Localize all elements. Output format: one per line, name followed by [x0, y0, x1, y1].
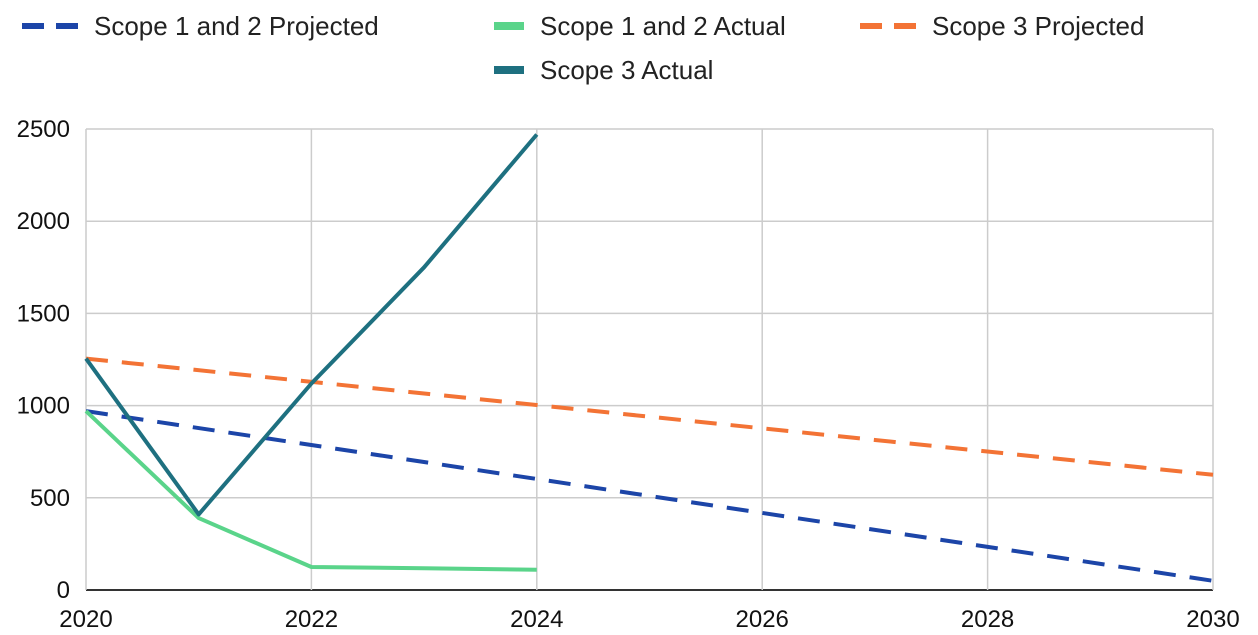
- y-tick-label: 2000: [17, 208, 70, 235]
- x-axis-ticks: 2020 2022 2024 2026 2028 2030: [59, 606, 1239, 633]
- y-tick-label: 0: [57, 577, 70, 604]
- x-tick-label: 2024: [510, 606, 563, 633]
- legend-item-scope-1-and-2-projected: Scope 1 and 2 Projected: [22, 11, 379, 41]
- grid: [85, 128, 1214, 591]
- legend-label: Scope 1 and 2 Projected: [94, 11, 379, 41]
- legend-item-scope-3-projected: Scope 3 Projected: [860, 11, 1144, 41]
- legend: Scope 1 and 2 Projected Scope 1 and 2 Act…: [22, 11, 1144, 85]
- series-line-scope-1-and-2-actual: [84, 409, 537, 572]
- legend-item-scope-1-and-2-actual: Scope 1 and 2 Actual: [494, 11, 786, 41]
- y-tick-label: 1000: [17, 393, 70, 420]
- x-tick-label: 2028: [961, 606, 1014, 633]
- legend-item-scope-3-actual: Scope 3 Actual: [494, 55, 713, 85]
- legend-swatch: [494, 22, 524, 30]
- series-lines: [84, 133, 1214, 583]
- series-line-scope-3-projected: [85, 356, 1214, 477]
- y-axis-ticks: 0 500 1000 1500 2000 2500: [17, 116, 70, 604]
- legend-label: Scope 3 Actual: [540, 55, 713, 85]
- legend-swatch: [494, 66, 524, 74]
- x-tick-label: 2026: [736, 606, 789, 633]
- y-tick-label: 2500: [17, 116, 70, 143]
- x-tick-label: 2022: [285, 606, 338, 633]
- x-tick-label: 2020: [59, 606, 112, 633]
- x-tick-label: 2030: [1186, 606, 1239, 633]
- y-tick-label: 1500: [17, 300, 70, 327]
- legend-label: Scope 3 Projected: [932, 11, 1144, 41]
- series-line-scope-3-actual: [84, 133, 539, 517]
- y-tick-label: 500: [30, 485, 70, 512]
- legend-label: Scope 1 and 2 Actual: [540, 11, 786, 41]
- series-line-scope-1-and-2-projected: [85, 409, 1214, 583]
